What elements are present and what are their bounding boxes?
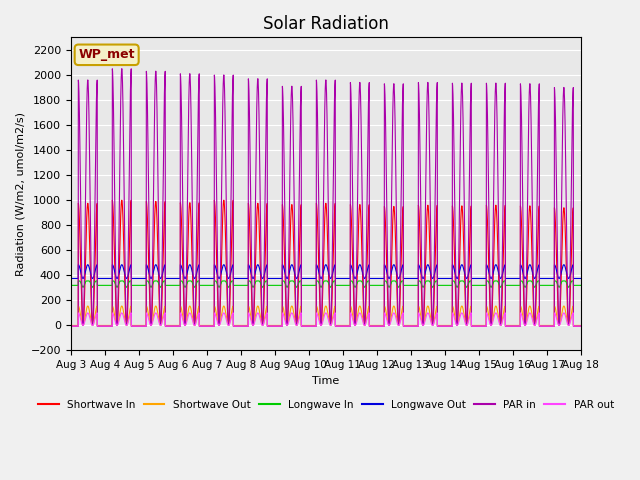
Title: Solar Radiation: Solar Radiation [263, 15, 388, 33]
Text: WP_met: WP_met [79, 48, 135, 61]
Y-axis label: Radiation (W/m2, umol/m2/s): Radiation (W/m2, umol/m2/s) [15, 112, 25, 276]
Legend: Shortwave In, Shortwave Out, Longwave In, Longwave Out, PAR in, PAR out: Shortwave In, Shortwave Out, Longwave In… [33, 396, 618, 414]
X-axis label: Time: Time [312, 376, 339, 386]
